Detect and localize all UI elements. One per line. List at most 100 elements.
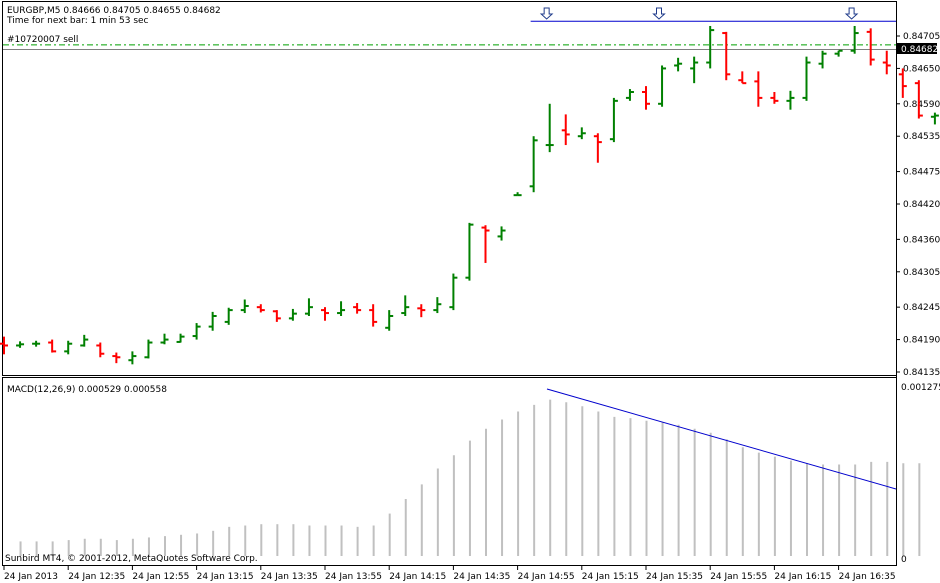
price-tick-label: 0.84590 [903, 100, 940, 110]
ohlc-bar [674, 57, 683, 72]
ohlc-bar [882, 50, 891, 75]
ohlc-bar [593, 133, 602, 163]
symbol-line: EURGBP,M5 0.84666 0.84705 0.84655 0.8468… [7, 6, 221, 16]
price-tick-label: 0.84420 [903, 200, 940, 210]
time-tick-label: 24 Jan 2013 [4, 572, 58, 582]
time-tick-label: 24 Jan 14:35 [453, 572, 510, 582]
current-price-box [897, 43, 937, 54]
ohlc-bar [898, 68, 907, 98]
time-tick-label: 24 Jan 13:35 [261, 572, 318, 582]
ohlc-bar [240, 299, 249, 314]
ohlc-bar [385, 310, 394, 331]
ohlc-bar [706, 25, 715, 69]
timer-line: Time for next bar: 1 min 53 sec [6, 16, 149, 26]
ohlc-bar [224, 307, 233, 325]
ohlc-bar [353, 303, 362, 314]
ohlc-bar [80, 334, 89, 347]
price-tick-label: 0.84190 [903, 336, 940, 346]
ohlc-bar [208, 311, 217, 331]
ohlc-bar [144, 339, 153, 359]
ohlc-bar [850, 25, 859, 54]
fractal-down-arrow-icon [844, 7, 859, 20]
ohlc-bars [0, 25, 939, 365]
ohlc-bar [866, 28, 875, 66]
macd-panel-frame [2, 377, 897, 566]
ohlc-bar [401, 295, 410, 316]
time-tick-label: 24 Jan 14:55 [518, 572, 575, 582]
price-tick-label: 0.84650 [903, 64, 940, 74]
ohlc-bar [0, 336, 8, 355]
time-tick-label: 24 Jan 13:15 [197, 572, 254, 582]
macd-label: MACD(12,26,9) 0.000529 0.000558 [7, 385, 167, 395]
macd-descending-trendline [546, 388, 897, 490]
ohlc-bar [690, 56, 699, 84]
ohlc-bar [497, 226, 506, 241]
time-tick-label: 24 Jan 16:15 [774, 572, 831, 582]
fractal-down-arrow-icon [539, 7, 554, 20]
time-tick-label: 24 Jan 16:35 [839, 572, 896, 582]
ohlc-bar [112, 352, 121, 364]
ohlc-bar [288, 308, 297, 321]
price-tick-label: 0.84360 [903, 235, 940, 245]
ohlc-bar [304, 298, 313, 316]
macd-top-tick: 0.001275 [901, 383, 940, 393]
ohlc-bar [369, 304, 378, 327]
ohlc-bar [160, 333, 169, 345]
copyright-text: Sunbird MT4, © 2001-2012, MetaQuotes Sof… [5, 554, 258, 564]
price-tick-label: 0.84245 [903, 303, 940, 313]
price-tick-label: 0.84475 [903, 168, 940, 178]
fractal-arrows [539, 7, 859, 20]
ohlc-bar [529, 136, 538, 193]
ohlc-bar [658, 65, 667, 107]
ohlc-bar [272, 310, 281, 322]
ohlc-bar [770, 92, 779, 104]
ohlc-bar [176, 333, 185, 343]
price-tick-label: 0.84705 [903, 32, 940, 42]
fractal-down-arrow-icon [652, 7, 666, 20]
time-tick-label: 24 Jan 14:15 [389, 572, 446, 582]
ohlc-bar [754, 71, 763, 107]
ohlc-bar [930, 112, 939, 125]
ohlc-bar [513, 192, 522, 197]
ohlc-bar [561, 114, 570, 146]
macd-trendline[interactable] [546, 388, 897, 490]
ohlc-bar [802, 56, 811, 101]
time-tick-label: 24 Jan 12:35 [68, 572, 125, 582]
ohlc-bar [449, 273, 458, 311]
ohlc-bar [818, 50, 827, 69]
ohlc-bar [192, 323, 201, 340]
ohlc-bar [625, 89, 634, 101]
ohlc-bar [96, 342, 105, 358]
time-tick-label: 24 Jan 15:55 [710, 572, 767, 582]
time-tick-label: 24 Jan 12:55 [132, 572, 189, 582]
ohlc-bar [465, 222, 474, 281]
ohlc-bar [914, 80, 923, 119]
ohlc-bar [642, 86, 650, 110]
price-panel-frame [2, 1, 897, 376]
price-tick-label: 0.84135 [903, 368, 940, 378]
ohlc-bar [834, 49, 843, 57]
ohlc-bar [786, 90, 795, 110]
ohlc-bar [16, 341, 25, 348]
order-lines[interactable] [3, 44, 896, 51]
ohlc-bar [256, 304, 265, 313]
macd-histogram [19, 399, 921, 556]
ohlc-bar [738, 71, 747, 85]
price-axis: 0.84705 0.84650 0.84590 0.84535 0.84475 0.844… [896, 32, 940, 378]
ohlc-bar [481, 225, 490, 263]
ohlc-bar [609, 97, 618, 143]
time-axis: 24 Jan 2013 24 Jan 12:35 24 Jan 12:55 24 Ja… [3, 566, 896, 582]
macd-bottom-tick: 0 [901, 555, 907, 565]
ohlc-bar [64, 340, 73, 355]
price-tick-label: 0.84535 [903, 132, 940, 142]
time-tick-label: 24 Jan 13:55 [325, 572, 382, 582]
ohlc-bar [128, 351, 137, 365]
current-price-label: 0.84682 [901, 45, 938, 55]
ohlc-bar [722, 31, 731, 81]
ohlc-bar [48, 339, 57, 353]
ohlc-bar [337, 301, 346, 316]
time-tick-label: 24 Jan 15:15 [582, 572, 639, 582]
ohlc-bar [577, 127, 586, 140]
order-label: #10720007 sell [7, 35, 78, 45]
